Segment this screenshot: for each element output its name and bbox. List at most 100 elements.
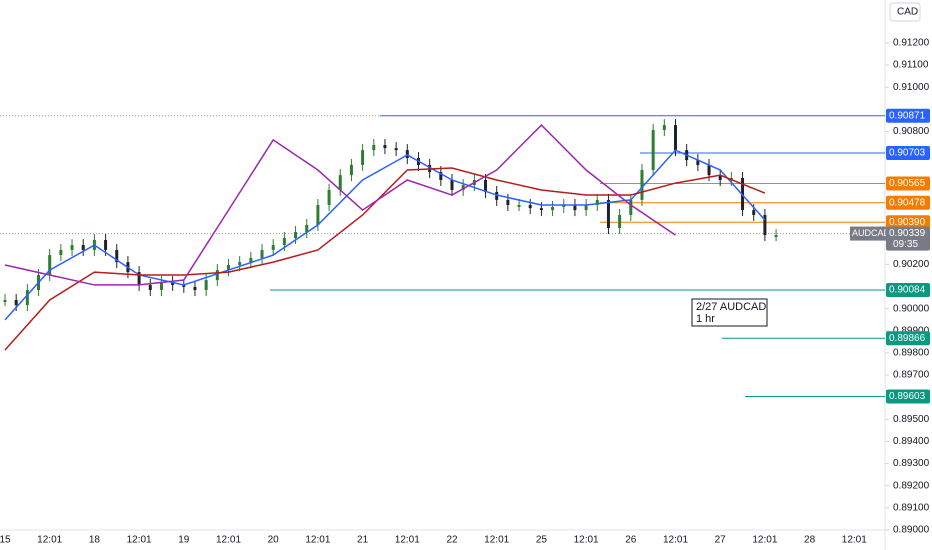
x-tick-label: 12:01 bbox=[216, 535, 241, 546]
candle bbox=[640, 170, 644, 200]
x-tick-label: 20 bbox=[268, 535, 280, 546]
candle bbox=[271, 245, 275, 250]
candle bbox=[562, 205, 566, 208]
level-label: 0.90390 bbox=[889, 217, 926, 228]
candle bbox=[752, 210, 756, 215]
x-tick-label: 12:01 bbox=[305, 535, 330, 546]
candle bbox=[618, 214, 622, 229]
candle bbox=[484, 179, 488, 192]
y-tick-label: 0.91200 bbox=[893, 38, 930, 49]
candle bbox=[148, 284, 152, 291]
candle bbox=[439, 172, 443, 180]
indicator-line bbox=[4, 124, 676, 286]
annotation-date: 2/27 AUDCAD bbox=[696, 301, 766, 313]
candle bbox=[104, 239, 108, 250]
y-tick-label: 0.89700 bbox=[893, 370, 930, 381]
y-tick-label: 0.91100 bbox=[893, 60, 929, 71]
candle bbox=[81, 245, 85, 250]
candle bbox=[495, 191, 499, 200]
y-tick-label: 0.90000 bbox=[893, 303, 930, 314]
annotation-box bbox=[691, 298, 768, 327]
candle bbox=[629, 199, 633, 215]
candle bbox=[238, 262, 242, 265]
x-tick-label: 28 bbox=[804, 535, 816, 546]
candle bbox=[349, 164, 353, 176]
candle bbox=[70, 245, 74, 250]
level-badge bbox=[886, 283, 930, 298]
y-tick-label: 0.91000 bbox=[893, 82, 930, 93]
candle bbox=[450, 179, 454, 190]
candle bbox=[249, 257, 253, 263]
candle bbox=[461, 185, 465, 190]
level-label: 0.90084 bbox=[889, 285, 926, 296]
candle bbox=[696, 160, 700, 165]
candle bbox=[662, 125, 666, 130]
candle bbox=[294, 232, 298, 238]
candle bbox=[215, 270, 219, 281]
candle bbox=[204, 280, 208, 291]
candle bbox=[115, 249, 119, 263]
candle bbox=[59, 249, 63, 256]
candle bbox=[674, 125, 677, 151]
candle bbox=[651, 129, 655, 171]
y-tick-label: 0.89400 bbox=[893, 436, 930, 447]
candle bbox=[14, 299, 18, 306]
y-tick-label: 0.89200 bbox=[893, 480, 930, 491]
candle bbox=[3, 299, 7, 302]
price-badge bbox=[886, 226, 930, 251]
x-tick-label: 12:01 bbox=[574, 535, 599, 546]
level-badge bbox=[886, 108, 930, 123]
y-tick-label: 0.89800 bbox=[893, 348, 930, 359]
candle bbox=[539, 208, 543, 211]
level-label: 0.90703 bbox=[889, 148, 926, 159]
y-tick-label: 0.89100 bbox=[893, 503, 930, 514]
level-badge bbox=[886, 331, 930, 346]
x-tick-label: 25 bbox=[536, 535, 548, 546]
candle bbox=[774, 235, 778, 238]
x-tick-label: 27 bbox=[715, 535, 727, 546]
level-label: 0.90565 bbox=[889, 178, 926, 189]
candle bbox=[506, 199, 510, 206]
level-label: 0.90871 bbox=[889, 110, 926, 121]
currency-box[interactable] bbox=[889, 2, 921, 22]
y-tick-label: 0.89000 bbox=[893, 525, 930, 536]
candle bbox=[159, 282, 163, 291]
candle bbox=[517, 205, 521, 208]
candle bbox=[25, 290, 29, 306]
level-badge bbox=[886, 215, 930, 230]
candle bbox=[338, 175, 342, 190]
candle bbox=[528, 205, 532, 209]
y-tick-label: 0.90800 bbox=[893, 126, 930, 137]
x-tick-label: 26 bbox=[625, 535, 637, 546]
candle bbox=[394, 148, 398, 151]
candle bbox=[763, 214, 767, 236]
candle bbox=[260, 249, 264, 258]
level-badge bbox=[886, 176, 930, 191]
x-tick-label: 21 bbox=[357, 535, 369, 546]
x-tick-label: 12:01 bbox=[484, 535, 509, 546]
candle bbox=[182, 284, 186, 287]
y-tick-label: 0.89500 bbox=[893, 414, 930, 425]
level-label: 0.89603 bbox=[889, 391, 926, 402]
x-tick-label: 12:01 bbox=[127, 535, 152, 546]
symbol-label: AUDCAD bbox=[852, 228, 891, 238]
candle bbox=[171, 282, 175, 285]
candle bbox=[282, 237, 286, 246]
currency: CAD bbox=[897, 7, 918, 18]
x-tick-label: 19 bbox=[178, 535, 190, 546]
candle bbox=[316, 205, 320, 225]
y-tick-label: 0.90200 bbox=[893, 259, 930, 270]
candle bbox=[573, 205, 577, 211]
candle bbox=[595, 199, 599, 206]
candle bbox=[137, 272, 141, 285]
x-tick-label: 12:01 bbox=[752, 535, 777, 546]
candle bbox=[48, 255, 52, 275]
x-tick-label: 22 bbox=[446, 535, 458, 546]
y-tick-label: 0.89300 bbox=[893, 458, 930, 469]
countdown: 09:35 bbox=[893, 239, 918, 250]
candle bbox=[383, 145, 387, 149]
x-tick-label: 12:01 bbox=[37, 535, 62, 546]
level-badge bbox=[886, 145, 930, 160]
annotation-interval: 1 hr bbox=[696, 313, 715, 325]
